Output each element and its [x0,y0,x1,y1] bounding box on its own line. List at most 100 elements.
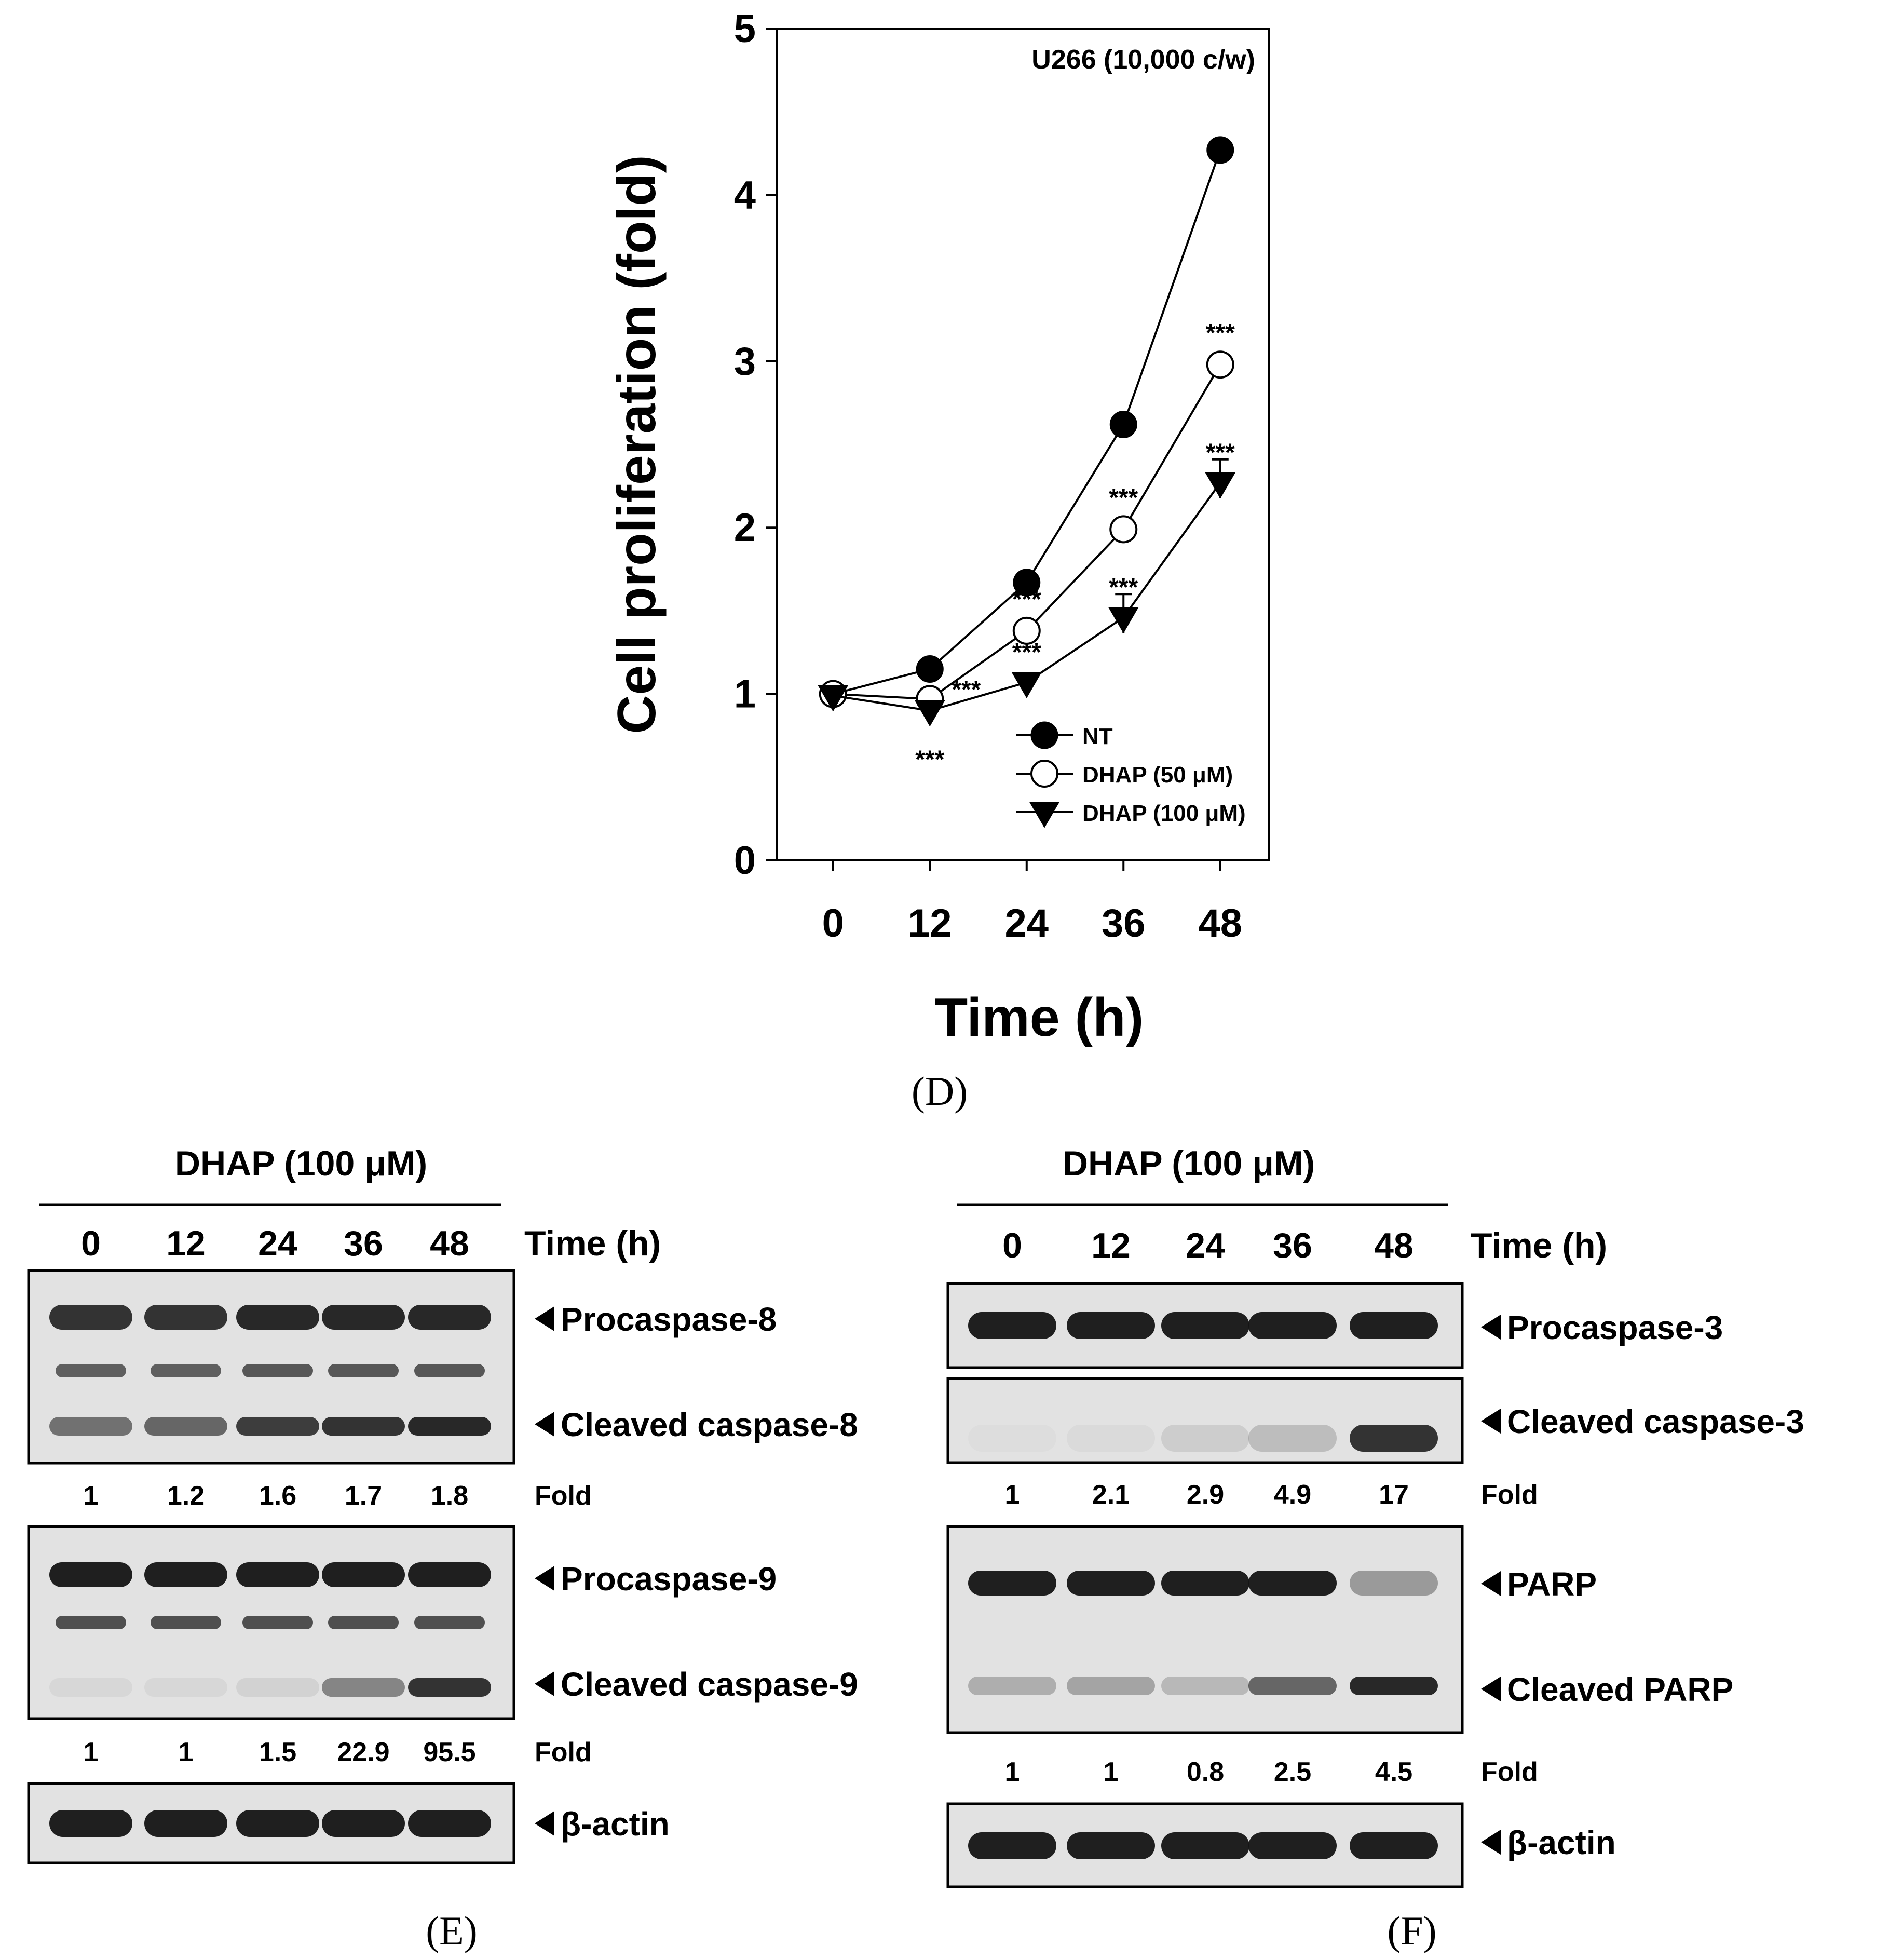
fold-value: 0.8 [1187,1757,1224,1787]
legend-label: NT [1082,724,1113,749]
significance-stars: *** *** *** *** *** *** *** *** [915,319,1235,773]
band-label: Cleaved caspase-3 [1507,1403,1804,1440]
fold-value: 1.8 [431,1481,468,1511]
fold-value: 1 [1005,1480,1020,1510]
data-point [1013,569,1041,597]
fold-label: Fold [535,1737,592,1767]
data-point [1109,411,1137,439]
protein-band [1067,1677,1155,1695]
treatment-label: DHAP (100 μM) [1063,1144,1315,1183]
protein-band [144,1678,227,1697]
protein-band [236,1562,319,1587]
fold-value: 95.5 [423,1737,475,1767]
significance-star: *** [1109,574,1138,601]
data-point [916,655,944,683]
protein-band [322,1305,405,1330]
protein-band [1161,1571,1249,1596]
protein-band [1248,1677,1337,1695]
fold-value: 1.2 [167,1481,205,1511]
protein-band [242,1364,313,1377]
protein-band [968,1425,1056,1452]
protein-band [236,1305,319,1330]
protein-band [56,1364,126,1377]
y-axis-title: Cell proliferation (fold) [607,155,667,734]
protein-band [322,1678,405,1697]
fold-value: 1 [179,1737,194,1767]
y-tick-label: 5 [734,7,756,51]
fold-value: 2.1 [1092,1480,1130,1510]
data-point [1108,607,1139,633]
protein-band [1350,1677,1438,1695]
protein-band [322,1562,405,1587]
protein-band [151,1616,221,1629]
protein-band [151,1364,221,1377]
protein-band [1248,1571,1337,1596]
y-axis-ticks: 0 1 2 3 4 5 [734,7,777,883]
protein-band [328,1364,399,1377]
protein-band [49,1417,132,1436]
x-tick-label: 48 [1198,901,1242,945]
protein-band [49,1810,132,1837]
fold-value: 4.9 [1274,1480,1311,1510]
y-tick-label: 2 [734,506,756,550]
protein-band [1350,1312,1438,1339]
chart-legend: NT DHAP (50 μM) DHAP (100 μM) [1016,721,1246,828]
significance-star: *** [1109,484,1138,511]
protein-band [968,1677,1056,1695]
lane-time-label: 48 [430,1224,469,1263]
data-point [1012,616,1041,645]
protein-band [1067,1571,1155,1596]
y-tick-label: 4 [734,173,756,217]
chart-annotation: U266 (10,000 c/w) [1031,45,1255,75]
band-label: Procaspase-3 [1507,1309,1723,1346]
fold-value: 2.9 [1187,1480,1224,1510]
protein-band [968,1571,1056,1596]
fold-value: 2.5 [1274,1757,1311,1787]
band-arrow-icon [535,1412,554,1437]
data-point [1109,515,1138,544]
blot-membrane [946,1525,1464,1734]
protein-band [1350,1425,1438,1452]
legend-label: DHAP (50 μM) [1082,762,1233,788]
fold-value: 1.6 [259,1481,296,1511]
protein-band [1248,1425,1337,1452]
lane-time-label: 48 [1374,1226,1414,1265]
band-arrow-icon [1481,1571,1501,1596]
band-arrow-icon [535,1811,554,1836]
time-unit-label: Time (h) [524,1224,661,1263]
band-label: Cleaved caspase-8 [561,1406,858,1443]
x-tick-label: 12 [908,901,952,945]
fold-value: 22.9 [337,1737,389,1767]
panel-label: (E) [426,1908,478,1953]
protein-band [1161,1832,1249,1859]
protein-band [322,1810,405,1837]
protein-band [49,1562,132,1587]
band-arrow-icon [535,1566,554,1591]
y-tick-label: 3 [734,340,756,384]
fold-label: Fold [1481,1480,1538,1510]
band-label: PARP [1507,1565,1597,1603]
panel-label: (F) [1387,1908,1436,1953]
data-point [1206,350,1234,379]
significance-star: *** [952,676,981,704]
data-point [1011,672,1042,698]
protein-band [1248,1312,1337,1339]
western-blot-e: DHAP (100 μM) 0 12 24 36 48 Time (h) Procaspase… [27,1144,858,1953]
band-arrow-icon [1481,1830,1501,1855]
protein-band [1067,1832,1155,1859]
fold-label: Fold [535,1481,592,1511]
fold-label: Fold [1481,1757,1538,1787]
protein-band [49,1678,132,1697]
treatment-label: DHAP (100 μM) [175,1144,427,1183]
fold-value: 1 [84,1481,99,1511]
protein-band [144,1305,227,1330]
lane-time-label: 0 [81,1224,101,1263]
data-point [818,685,849,712]
protein-band [408,1417,491,1436]
protein-band [414,1616,485,1629]
fold-value: 4.5 [1375,1757,1412,1787]
protein-band [1248,1832,1337,1859]
plot-frame [776,28,1270,861]
band-label: Procaspase-8 [561,1301,777,1338]
